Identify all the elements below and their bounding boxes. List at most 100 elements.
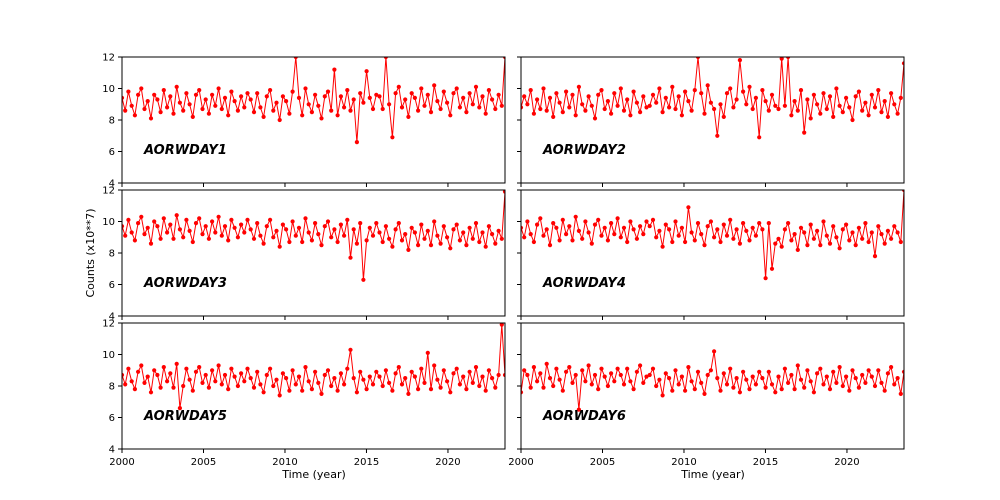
marker-point	[367, 225, 372, 230]
marker-point	[547, 95, 553, 100]
marker-point	[235, 383, 240, 389]
marker-point	[454, 366, 459, 371]
marker-point	[573, 214, 578, 219]
y-tick-label: 8	[109, 116, 115, 127]
marker-point	[219, 233, 224, 238]
marker-point	[699, 380, 704, 385]
marker-point	[876, 88, 881, 93]
marker-point	[872, 105, 878, 110]
marker-point	[821, 91, 826, 96]
marker-point	[718, 102, 723, 107]
marker-point	[676, 233, 681, 238]
marker-point	[650, 366, 656, 371]
marker-point	[863, 100, 868, 105]
marker-point	[715, 133, 720, 138]
panel-aorwday4	[517, 189, 905, 320]
marker-point	[538, 216, 543, 221]
marker-point	[239, 371, 244, 376]
marker-point	[525, 102, 530, 107]
marker-point	[547, 243, 553, 248]
marker-point	[692, 387, 697, 392]
marker-point	[621, 382, 627, 387]
x-tick-label: 2020	[435, 457, 460, 468]
x-tick-label: 2015	[354, 457, 379, 468]
marker-point	[850, 368, 855, 373]
marker-point	[387, 102, 392, 107]
marker-point	[827, 387, 833, 392]
panel-label-aorwday1: AORWDAY1	[144, 143, 227, 158]
marker-point	[367, 374, 372, 379]
marker-point	[313, 92, 318, 97]
marker-point	[644, 105, 649, 110]
marker-point	[654, 100, 659, 105]
marker-point	[239, 222, 244, 227]
marker-point	[435, 99, 440, 104]
marker-point	[583, 108, 588, 113]
marker-point	[631, 89, 636, 94]
y-tick-label: 8	[109, 382, 115, 393]
marker-point	[258, 382, 263, 387]
marker-point	[280, 371, 285, 376]
marker-point	[496, 228, 501, 233]
marker-point	[132, 387, 137, 392]
marker-point	[628, 219, 633, 224]
marker-point	[232, 99, 237, 104]
marker-point	[667, 105, 672, 110]
marker-point	[779, 387, 784, 392]
marker-point	[441, 368, 446, 373]
marker-point	[844, 222, 849, 227]
marker-point	[889, 91, 894, 96]
marker-point	[818, 366, 823, 371]
marker-point	[885, 114, 891, 119]
marker-point	[251, 385, 257, 390]
marker-point	[576, 84, 582, 89]
marker-point	[396, 221, 401, 226]
marker-point	[354, 390, 359, 395]
marker-point	[380, 106, 385, 112]
marker-point	[403, 376, 408, 381]
marker-point	[602, 225, 607, 230]
marker-point	[370, 106, 376, 112]
marker-point	[692, 88, 697, 93]
marker-point	[409, 369, 414, 374]
marker-point	[660, 393, 665, 398]
marker-point	[615, 366, 620, 371]
marker-point	[705, 372, 710, 378]
marker-point	[335, 388, 340, 393]
marker-point	[734, 376, 739, 381]
marker-point	[602, 106, 607, 112]
marker-point	[496, 372, 501, 378]
marker-point	[557, 100, 562, 105]
marker-point	[657, 228, 662, 233]
marker-point	[535, 97, 540, 102]
marker-point	[132, 238, 137, 243]
y-tick-label: 12	[102, 186, 115, 197]
marker-point	[393, 227, 398, 232]
marker-point	[551, 383, 556, 389]
marker-point	[409, 91, 414, 96]
marker-point	[522, 368, 527, 373]
marker-point	[879, 232, 884, 237]
marker-point	[239, 94, 244, 99]
marker-point	[445, 379, 450, 384]
marker-point	[181, 108, 186, 113]
marker-point	[348, 108, 353, 113]
marker-point	[773, 390, 778, 395]
marker-point	[367, 95, 372, 100]
marker-point	[271, 383, 276, 389]
y-axis-label: Counts (x10**7)	[84, 208, 97, 298]
marker-point	[171, 111, 176, 116]
marker-point	[650, 217, 656, 222]
marker-point	[422, 236, 427, 241]
marker-point	[499, 236, 504, 241]
marker-point	[609, 371, 614, 376]
marker-point	[683, 89, 688, 94]
marker-point	[322, 94, 327, 99]
marker-point	[644, 219, 649, 224]
marker-point	[792, 232, 797, 237]
marker-point	[708, 368, 714, 373]
marker-point	[898, 391, 903, 396]
marker-point	[525, 372, 530, 378]
marker-point	[293, 233, 298, 238]
marker-point	[618, 235, 623, 240]
